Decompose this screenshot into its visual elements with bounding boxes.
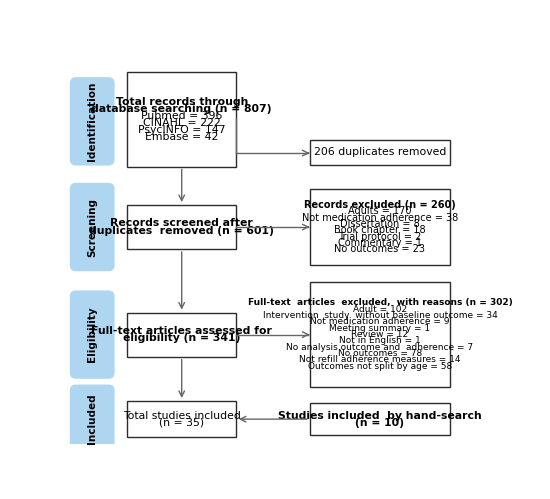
Text: Full-text  articles  excluded,  with reasons (n = 302): Full-text articles excluded, with reason… — [248, 298, 512, 307]
FancyBboxPatch shape — [310, 189, 450, 265]
FancyBboxPatch shape — [128, 72, 236, 167]
Text: Book chapter = 18: Book chapter = 18 — [334, 225, 426, 235]
FancyBboxPatch shape — [128, 312, 236, 357]
Text: 206 duplicates removed: 206 duplicates removed — [314, 147, 446, 157]
FancyBboxPatch shape — [70, 77, 114, 166]
Text: Identification: Identification — [87, 82, 97, 161]
Text: database searching (n = 807): database searching (n = 807) — [91, 104, 272, 114]
Text: Not medication adherence = 38: Not medication adherence = 38 — [302, 213, 458, 223]
Text: eligibility (n = 341): eligibility (n = 341) — [123, 333, 240, 343]
Text: Total records through: Total records through — [116, 97, 248, 107]
Text: Pubmed = 396: Pubmed = 396 — [141, 111, 222, 121]
Text: Embase = 42: Embase = 42 — [145, 132, 218, 142]
FancyBboxPatch shape — [310, 403, 450, 436]
FancyBboxPatch shape — [128, 401, 236, 438]
Text: Records screened after: Records screened after — [111, 219, 253, 229]
FancyBboxPatch shape — [70, 385, 114, 454]
Text: Not medication adherence = 9: Not medication adherence = 9 — [310, 317, 450, 326]
Text: Eligibility: Eligibility — [87, 307, 97, 362]
Text: (n = 35): (n = 35) — [159, 418, 204, 428]
Text: CINAHL = 222: CINAHL = 222 — [143, 118, 221, 128]
FancyBboxPatch shape — [70, 290, 114, 379]
Text: No outcomes = 78: No outcomes = 78 — [338, 349, 422, 358]
Text: Not refill adherence measures = 14: Not refill adherence measures = 14 — [299, 355, 461, 364]
Text: Screening: Screening — [87, 198, 97, 256]
Text: duplicates  removed (n = 601): duplicates removed (n = 601) — [89, 226, 274, 236]
Text: (n = 10): (n = 10) — [355, 418, 404, 428]
Text: Trial protocol = 2: Trial protocol = 2 — [338, 232, 422, 242]
Text: Not in English = 1: Not in English = 1 — [339, 336, 421, 345]
Text: Adult = 102: Adult = 102 — [353, 305, 407, 314]
Text: Total studies included: Total studies included — [123, 411, 241, 421]
Text: Commentary = 1: Commentary = 1 — [338, 238, 422, 248]
FancyBboxPatch shape — [128, 205, 236, 249]
Text: No outcomes = 23: No outcomes = 23 — [334, 244, 425, 254]
Text: Studies included  by hand-search: Studies included by hand-search — [278, 411, 482, 421]
Text: No analysis outcome and  adherence = 7: No analysis outcome and adherence = 7 — [287, 343, 474, 352]
Text: Dissertation = 8: Dissertation = 8 — [340, 219, 420, 229]
Text: Included: Included — [87, 394, 97, 445]
Text: Records excluded (n = 260): Records excluded (n = 260) — [304, 200, 456, 210]
Text: Outcomes not split by age = 58: Outcomes not split by age = 58 — [308, 362, 452, 371]
FancyBboxPatch shape — [70, 183, 114, 271]
FancyBboxPatch shape — [310, 140, 450, 165]
Text: Intervention  study  without baseline outcome = 34: Intervention study without baseline outc… — [262, 311, 497, 320]
Text: Adults = 170: Adults = 170 — [348, 206, 411, 216]
FancyBboxPatch shape — [310, 282, 450, 387]
Text: Full-text articles assessed for: Full-text articles assessed for — [91, 326, 272, 336]
Text: Review = 12: Review = 12 — [351, 330, 409, 339]
Text: Meeting summary = 1: Meeting summary = 1 — [329, 324, 431, 333]
Text: PsycINFO = 147: PsycINFO = 147 — [138, 125, 226, 135]
